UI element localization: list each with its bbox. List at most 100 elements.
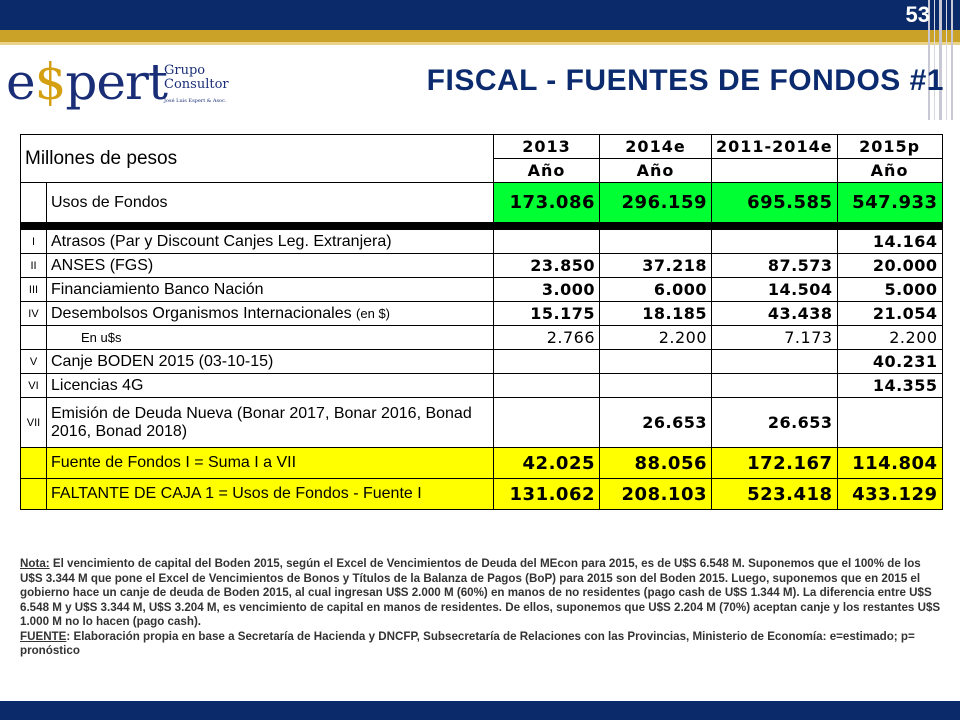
row-numeral: V	[20, 349, 47, 374]
faltante-value: 131.062	[493, 478, 600, 510]
row-value: 14.355	[836, 373, 943, 398]
table-row: IV Desembolsos Organismos Internacionale…	[20, 301, 943, 326]
row-value: 26.653	[599, 397, 712, 448]
fuente-label-note: FUENTE	[20, 629, 67, 643]
fuente-value: 172.167	[711, 447, 838, 479]
faltante-value: 433.129	[836, 478, 943, 510]
year-header: 2013	[493, 134, 600, 159]
usos-value: 695.585	[711, 182, 838, 223]
year-header: 2011-2014e	[711, 134, 838, 159]
row-value	[599, 229, 712, 254]
row-value	[711, 373, 838, 398]
row-value	[711, 229, 838, 254]
row-value	[493, 349, 600, 374]
usos-value: 296.159	[599, 182, 712, 223]
year-header: 2015p	[836, 134, 943, 159]
usos-value: 173.086	[493, 182, 600, 223]
row-value: 37.218	[599, 253, 712, 278]
faltante-value: 208.103	[599, 478, 712, 510]
row-value: 2.200	[599, 325, 712, 350]
row-value: 23.850	[493, 253, 600, 278]
fuente-row: Fuente de Fondos I = Suma I a VII 42.025…	[20, 447, 943, 479]
row-value: 20.000	[836, 253, 943, 278]
row-value: 3.000	[493, 277, 600, 302]
row-numeral: I	[20, 229, 47, 254]
fuente-value: 114.804	[836, 447, 943, 479]
row-value	[711, 349, 838, 374]
slide-title: FISCAL - FUENTES DE FONDOS #1	[426, 64, 944, 97]
logo-subtitle: Grupo Consultor José Luis Espert & Asoc.	[164, 63, 229, 105]
row-label: En u$s	[46, 325, 494, 350]
table-row: I Atrasos (Par y Discount Canjes Leg. Ex…	[20, 229, 943, 254]
row-value	[836, 397, 943, 448]
row-value: 15.175	[493, 301, 600, 326]
period-header: Año	[599, 158, 712, 183]
separator-row	[20, 222, 943, 230]
period-header: Año	[493, 158, 600, 183]
row-value: 7.173	[711, 325, 838, 350]
slide-number: 53	[905, 2, 930, 27]
row-value: 40.231	[836, 349, 943, 374]
row-numeral: III	[20, 277, 47, 302]
espert-logo: e$pert Grupo Consultor José Luis Espert …	[6, 52, 231, 116]
row-value: 14.504	[711, 277, 838, 302]
header-gold-stripe-light	[0, 42, 960, 45]
row-label: Financiamiento Banco Nación	[46, 277, 494, 302]
nota-text: El vencimiento de capital del Boden 2015…	[20, 557, 941, 628]
header-bar	[0, 0, 960, 30]
row-value	[599, 349, 712, 374]
nota-label: Nota:	[20, 557, 50, 570]
row-numeral: II	[20, 253, 47, 278]
faltante-label: FALTANTE DE CAJA 1 = Usos de Fondos - Fu…	[46, 478, 494, 510]
table-row: II ANSES (FGS) 23.850 37.218 87.573 20.0…	[20, 253, 943, 278]
logo-wordmark: e$pert	[6, 53, 168, 111]
row-label: ANSES (FGS)	[46, 253, 494, 278]
row-label: Desembolsos Organismos Internacionales (…	[46, 301, 494, 326]
header-row-years: Millones de pesos 2013 2014e 2011-2014e …	[20, 134, 943, 183]
row-value: 2.200	[836, 325, 943, 350]
row-value: 87.573	[711, 253, 838, 278]
table-row: VI Licencias 4G 14.355	[20, 373, 943, 398]
row-value	[493, 373, 600, 398]
unit-label: Millones de pesos	[20, 134, 494, 183]
period-header: Año	[836, 158, 943, 183]
fuente-value: 42.025	[493, 447, 600, 479]
faltante-row: FALTANTE DE CAJA 1 = Usos de Fondos - Fu…	[20, 478, 943, 510]
footer-bar	[0, 701, 960, 720]
table-row: En u$s 2.766 2.200 7.173 2.200	[20, 325, 943, 350]
year-header: 2014e	[599, 134, 712, 159]
row-label: Emisión de Deuda Nueva (Bonar 2017, Bona…	[46, 397, 494, 448]
footnotes: Nota: El vencimiento de capital del Bode…	[20, 557, 942, 659]
row-value: 21.054	[836, 301, 943, 326]
row-numeral	[20, 325, 47, 350]
row-value: 14.164	[836, 229, 943, 254]
row-value	[599, 373, 712, 398]
row-value: 2.766	[493, 325, 600, 350]
row-label: Licencias 4G	[46, 373, 494, 398]
row-numeral: VII	[20, 397, 47, 448]
row-value: 5.000	[836, 277, 943, 302]
table-row: VII Emisión de Deuda Nueva (Bonar 2017, …	[20, 397, 943, 448]
header-row-period: Año Año Año	[21, 158, 943, 183]
table-row: III Financiamiento Banco Nación 3.000 6.…	[20, 277, 943, 302]
usos-label: Usos de Fondos	[46, 182, 494, 223]
row-value: 18.185	[599, 301, 712, 326]
row-label: Atrasos (Par y Discount Canjes Leg. Extr…	[46, 229, 494, 254]
period-header	[711, 158, 838, 183]
faltante-value: 523.418	[711, 478, 838, 510]
row-value: 43.438	[711, 301, 838, 326]
row-value: 6.000	[599, 277, 712, 302]
header-gold-stripe	[0, 30, 960, 42]
usos-row: Usos de Fondos 173.086 296.159 695.585 5…	[20, 182, 943, 223]
row-value: 26.653	[711, 397, 838, 448]
row-label: Canje BODEN 2015 (03-10-15)	[46, 349, 494, 374]
fuente-text: : Elaboración propia en base a Secretarí…	[20, 629, 915, 658]
usos-value: 547.933	[836, 182, 943, 223]
fuente-label: Fuente de Fondos I = Suma I a VII	[46, 447, 494, 479]
table-row: V Canje BODEN 2015 (03-10-15) 40.231	[20, 349, 943, 374]
decorative-vertical-lines	[928, 0, 953, 120]
row-value	[493, 397, 600, 448]
fuente-value: 88.056	[599, 447, 712, 479]
row-numeral: IV	[20, 301, 47, 326]
row-numeral: VI	[20, 373, 47, 398]
